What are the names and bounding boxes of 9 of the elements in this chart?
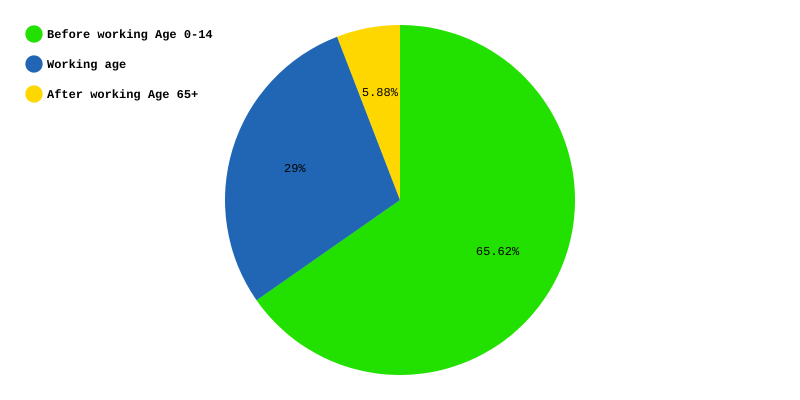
data-label: 29% (284, 162, 306, 176)
legend-label: After working Age 65+ (47, 88, 198, 102)
legend-label: Before working Age 0-14 (47, 28, 213, 42)
data-label: 5.88% (362, 86, 399, 100)
legend-label: Working age (47, 58, 126, 72)
data-label: 65.62% (476, 244, 520, 259)
pie-slice (337, 25, 400, 200)
pie-slice (256, 25, 575, 375)
pie-slice (225, 36, 400, 300)
